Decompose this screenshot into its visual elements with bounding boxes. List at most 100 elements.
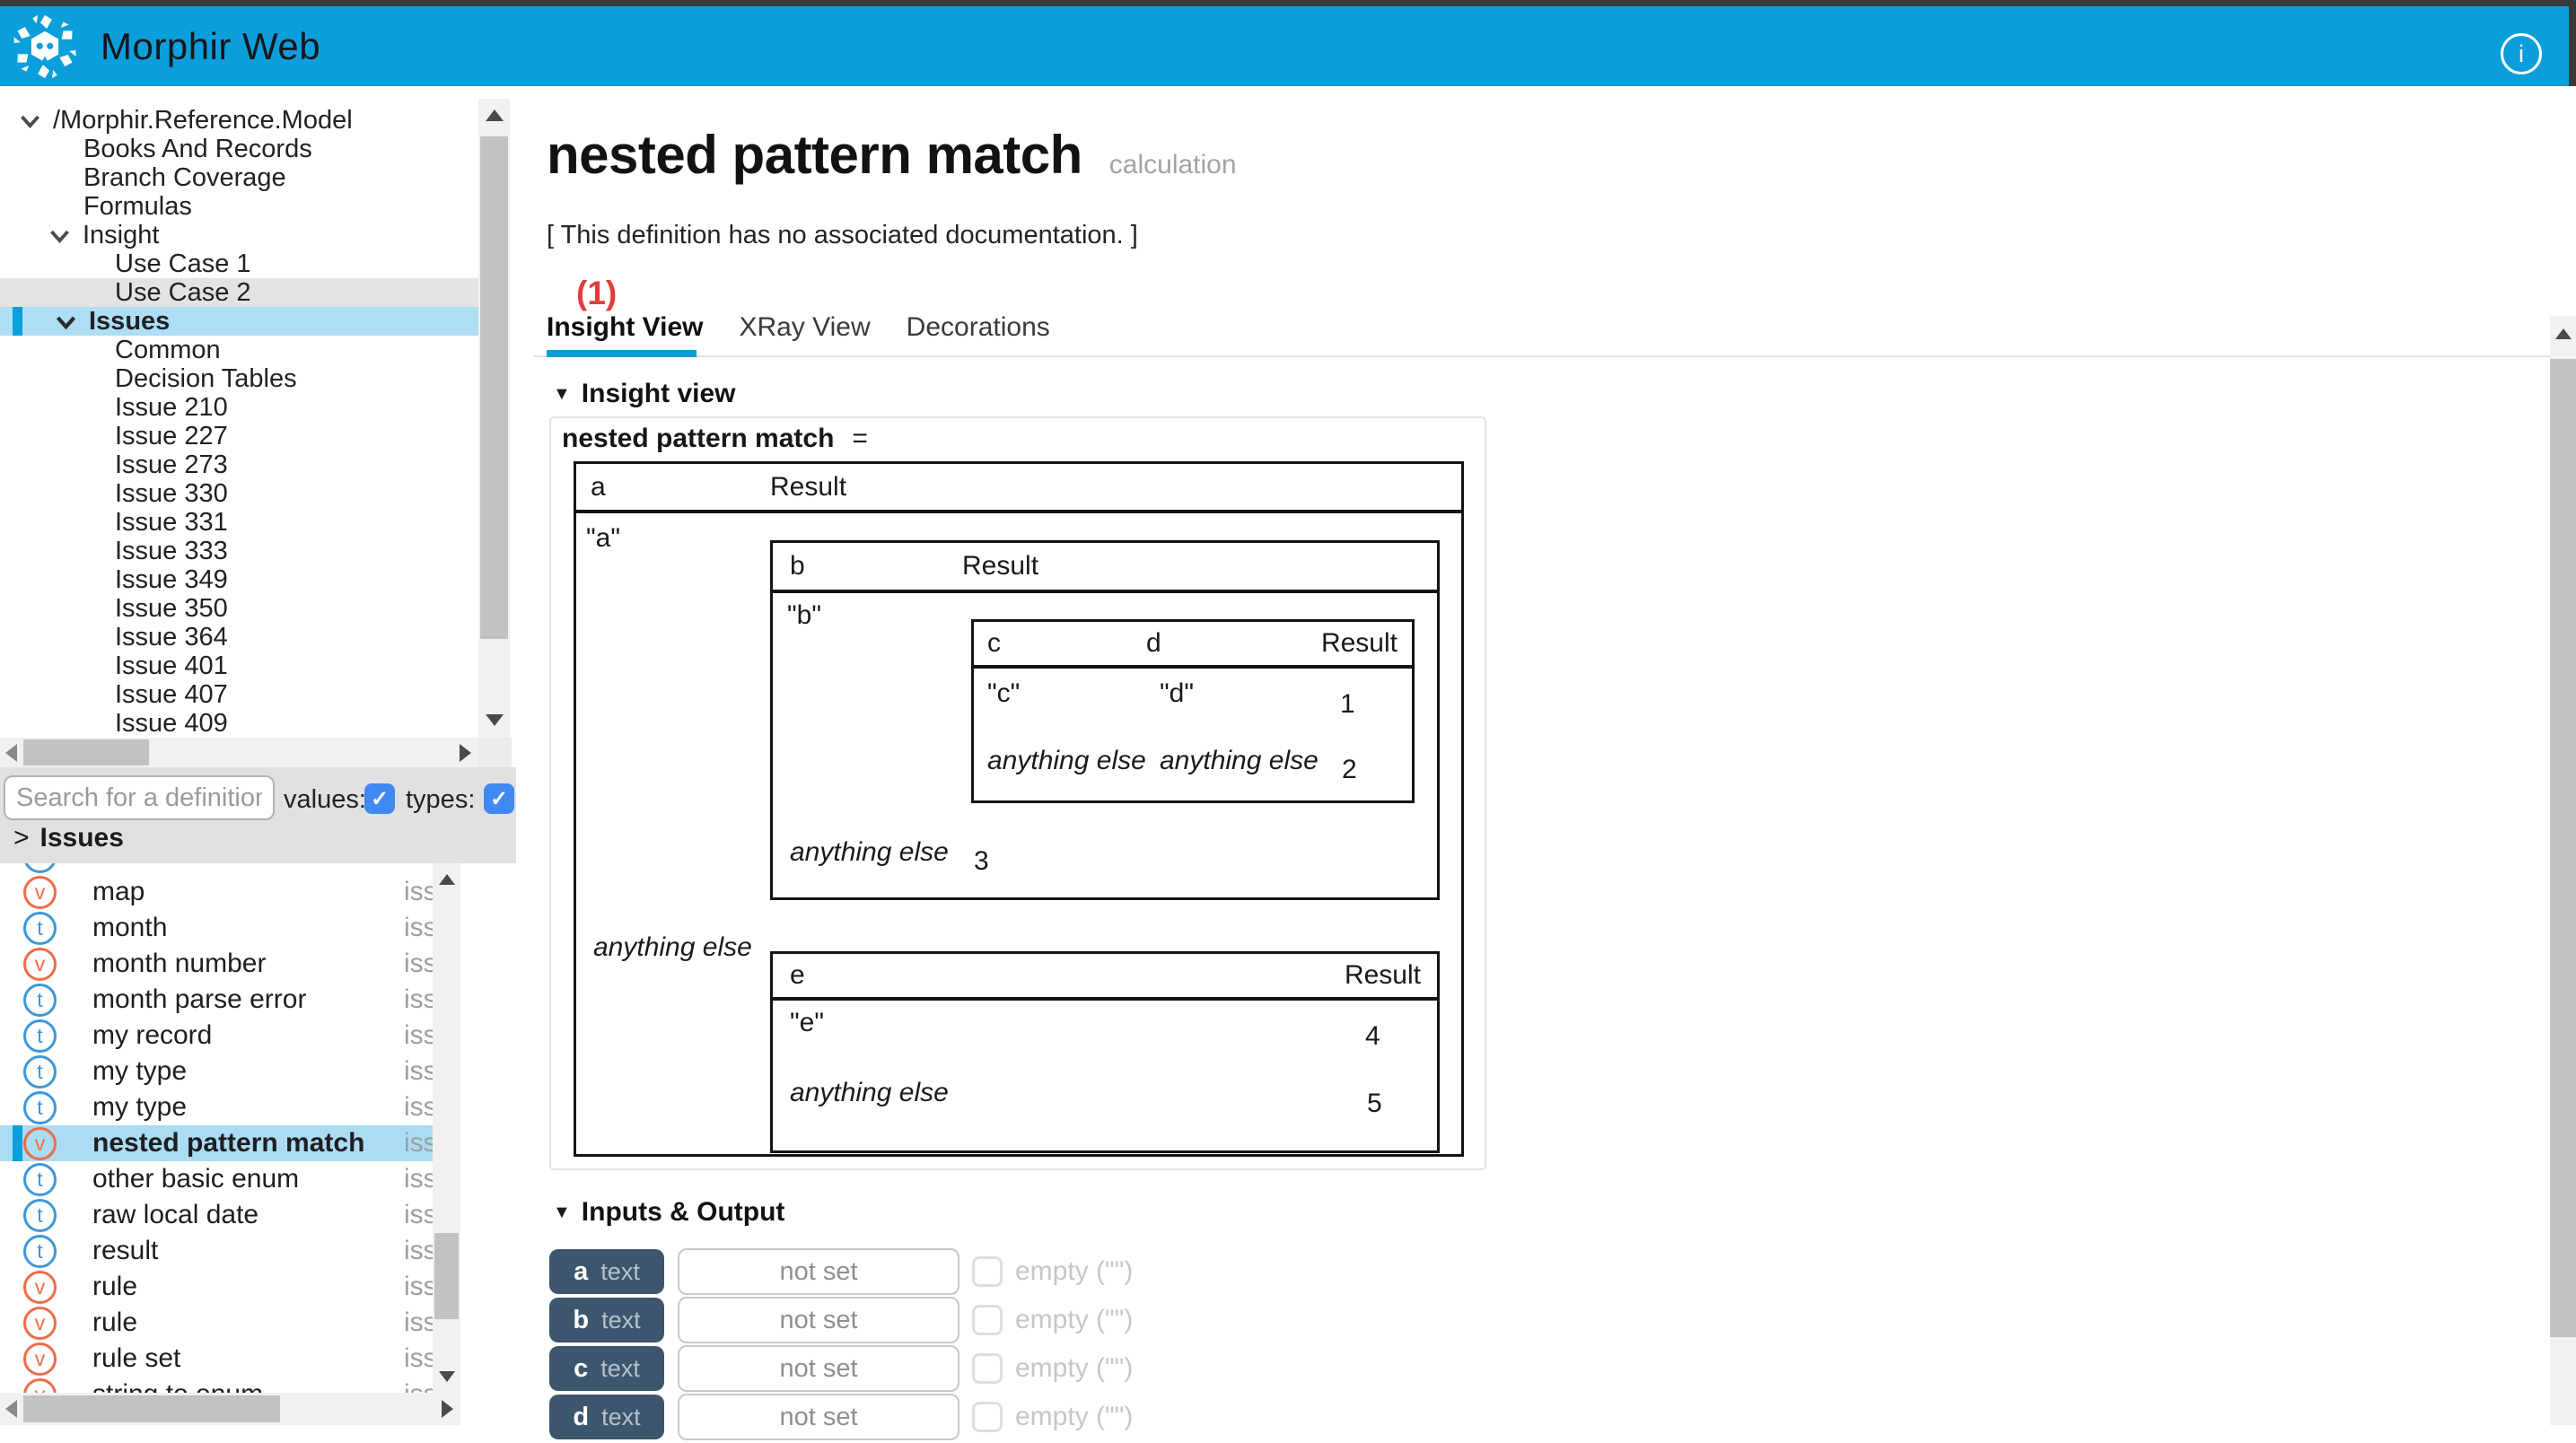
pattern-cell[interactable]: "b" — [787, 600, 821, 630]
type-icon: t — [23, 1198, 57, 1232]
view-tabs: Insight View XRay View Decorations — [547, 312, 1050, 343]
tree-item[interactable]: Common — [115, 335, 221, 364]
main-vscroll-thumb[interactable] — [2550, 359, 2576, 1337]
pattern-cell[interactable]: "e" — [790, 1008, 824, 1037]
pattern-cell[interactable]: anything else — [593, 932, 752, 962]
pattern-cell[interactable]: anything else — [790, 1078, 949, 1107]
types-checkbox[interactable] — [484, 783, 514, 814]
list-item[interactable]: t my type iss — [0, 1089, 433, 1125]
pattern-cell[interactable]: "a" — [586, 523, 620, 553]
tree-item-use-case-2[interactable]: Use Case 2 — [0, 278, 478, 307]
tree-item[interactable]: Issue 401 — [115, 651, 228, 680]
pattern-cell[interactable]: anything else — [987, 746, 1146, 775]
result-value[interactable]: 3 — [974, 846, 989, 876]
scroll-down-icon[interactable] — [486, 714, 504, 726]
insight-section-header[interactable]: ▼ Insight view — [553, 379, 736, 408]
pattern-cell[interactable]: "c" — [987, 678, 1021, 708]
scroll-right-icon[interactable] — [460, 744, 471, 762]
empty-checkbox[interactable] — [972, 1353, 1003, 1384]
search-result-group[interactable]: > Issues — [13, 823, 124, 853]
list-item[interactable]: t my record iss — [0, 1018, 433, 1054]
empty-checkbox[interactable] — [972, 1256, 1003, 1287]
result-value[interactable]: 2 — [1342, 755, 1357, 784]
list-item[interactable]: t other basic enum iss — [0, 1161, 433, 1197]
search-input[interactable] — [4, 775, 275, 820]
tree-item[interactable]: Issue 333 — [115, 536, 228, 565]
tree-item[interactable]: Issue 350 — [115, 593, 228, 623]
list-item[interactable]: v map iss — [0, 874, 433, 910]
tree-item[interactable]: Issue 210 — [115, 392, 228, 422]
scroll-down-icon[interactable] — [439, 1371, 455, 1382]
tab-xray-view[interactable]: XRay View — [739, 312, 871, 342]
tree-item[interactable]: Formulas — [83, 191, 192, 221]
pattern-cell[interactable]: anything else — [790, 837, 949, 867]
tree-item[interactable]: Branch Coverage — [83, 162, 286, 192]
tree-item[interactable]: Issue 227 — [115, 421, 228, 450]
tree-item[interactable]: Issue 273 — [115, 450, 228, 479]
type-icon: t — [23, 1054, 57, 1089]
list-item[interactable]: t month iss — [0, 910, 433, 946]
tree-vscroll-thumb[interactable] — [480, 136, 508, 639]
values-checkbox[interactable] — [364, 783, 395, 814]
list-item-partial[interactable] — [0, 863, 433, 874]
chevron-down-icon[interactable] — [18, 109, 42, 133]
result-value[interactable]: 1 — [1340, 689, 1355, 719]
type-icon — [23, 863, 57, 873]
chevron-down-icon[interactable] — [54, 310, 78, 334]
annotation-marker: (1) — [576, 275, 618, 311]
list-hscroll-thumb[interactable] — [23, 1395, 280, 1422]
param-value-input[interactable] — [678, 1297, 959, 1343]
param-value-input[interactable] — [678, 1248, 959, 1295]
tree-item[interactable]: Issue 349 — [115, 564, 228, 594]
tree-item[interactable]: Decision Tables — [115, 363, 297, 393]
param-pill: c text — [549, 1346, 664, 1391]
scroll-left-icon[interactable] — [5, 1400, 17, 1418]
pattern-table-cd: c d Result "c" "d" 1 anything else anyth… — [971, 619, 1415, 803]
tree-item-insight[interactable]: Insight — [0, 221, 478, 249]
list-item[interactable]: v string to enum iss — [0, 1377, 433, 1393]
tab-decorations[interactable]: Decorations — [906, 312, 1050, 342]
type-icon: t — [23, 1019, 57, 1053]
param-value-input[interactable] — [678, 1345, 959, 1392]
tree-item[interactable]: Issue 407 — [115, 679, 228, 709]
list-item[interactable]: t result iss — [0, 1233, 433, 1269]
list-item[interactable]: t raw local date iss — [0, 1197, 433, 1233]
pattern-table-e: e Result "e" 4 anything else 5 — [770, 951, 1440, 1153]
tree-item[interactable]: Issue 364 — [115, 622, 228, 652]
tree-item[interactable]: Books And Records — [83, 134, 312, 163]
scroll-up-icon[interactable] — [486, 109, 504, 121]
list-item[interactable]: v month number iss — [0, 946, 433, 982]
tree-item-root[interactable]: /Morphir.Reference.Model — [0, 106, 478, 135]
param-pill: d text — [549, 1395, 664, 1439]
list-item[interactable]: v rule iss — [0, 1269, 433, 1305]
tree-item[interactable]: Use Case 1 — [115, 249, 251, 278]
tree-item-issues-selected[interactable]: Issues — [0, 307, 478, 336]
tree-item[interactable]: Issue 331 — [115, 507, 228, 537]
scroll-left-icon[interactable] — [5, 744, 17, 762]
info-icon[interactable]: i — [2501, 33, 2542, 74]
list-item[interactable]: t my type iss — [0, 1054, 433, 1089]
scroll-up-icon[interactable] — [439, 874, 455, 885]
list-item[interactable]: v rule set iss — [0, 1341, 433, 1377]
tree-item[interactable]: Issue 330 — [115, 478, 228, 508]
empty-checkbox[interactable] — [972, 1305, 1003, 1335]
scroll-up-icon[interactable] — [2555, 328, 2572, 339]
list-vscroll-thumb[interactable] — [434, 1233, 459, 1319]
tree-hscroll-thumb[interactable] — [23, 739, 149, 765]
list-item[interactable]: v rule iss — [0, 1305, 433, 1341]
result-value[interactable]: 5 — [1367, 1089, 1382, 1118]
tree-item[interactable]: Issue 409 — [115, 708, 228, 738]
list-item-selected[interactable]: v nested pattern match iss — [0, 1125, 433, 1161]
empty-checkbox[interactable] — [972, 1402, 1003, 1432]
io-section-header[interactable]: ▼ Inputs & Output — [553, 1197, 785, 1227]
pattern-cell[interactable]: anything else — [1160, 746, 1319, 775]
list-item[interactable]: t month parse error iss — [0, 982, 433, 1018]
title-row: nested pattern match calculation — [547, 124, 1237, 186]
chevron-down-icon[interactable] — [48, 223, 72, 248]
result-value[interactable]: 4 — [1365, 1021, 1380, 1051]
scroll-right-icon[interactable] — [442, 1400, 453, 1418]
pattern-cell[interactable]: "d" — [1160, 678, 1194, 708]
param-value-input[interactable] — [678, 1394, 959, 1440]
active-tab-underline — [547, 350, 697, 357]
tab-insight-view[interactable]: Insight View — [547, 312, 704, 342]
